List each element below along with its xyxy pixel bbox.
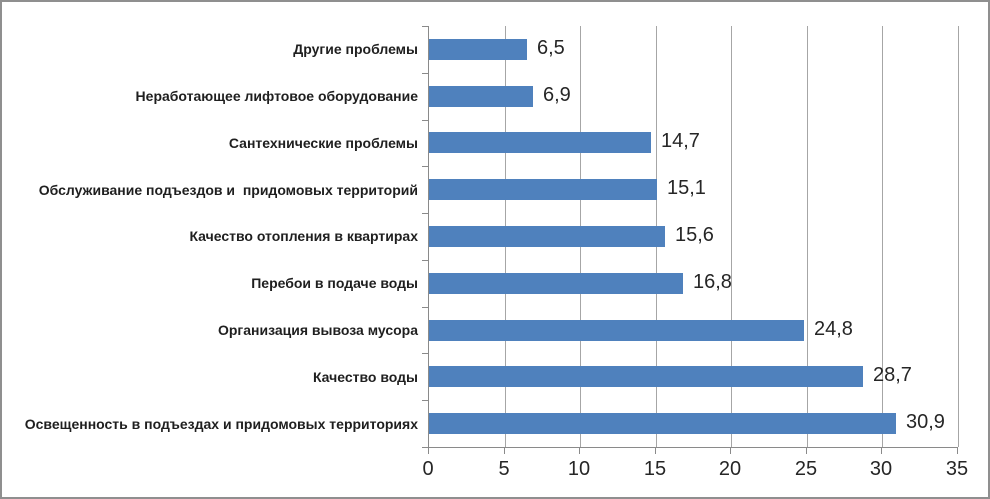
x-axis-tick-label: 10 <box>567 458 591 480</box>
category-label: Неработающее лифтовое оборудование <box>135 88 418 105</box>
gridline <box>882 26 883 447</box>
y-axis-tick <box>422 26 428 27</box>
gridline <box>807 26 808 447</box>
category-label: Качество отопления в квартирах <box>189 228 418 245</box>
bar-value-label: 14,7 <box>661 130 700 152</box>
x-axis-tick <box>881 448 882 454</box>
y-axis-tick <box>422 307 428 308</box>
plot-area: 6,5 6,9 14,7 15,1 15,6 16,8 24,8 28,7 30,9 <box>428 26 959 448</box>
x-axis-tick-label: 20 <box>718 458 742 480</box>
bar <box>429 366 863 387</box>
x-axis-tick-label: 35 <box>945 458 969 480</box>
x-axis-tick <box>504 448 505 454</box>
y-axis-tick <box>422 353 428 354</box>
bar-value-label: 16,8 <box>693 271 732 293</box>
y-axis-tick <box>422 213 428 214</box>
x-axis-tick <box>730 448 731 454</box>
category-label: Качество воды <box>312 368 418 385</box>
bar-value-label: 24,8 <box>814 318 853 340</box>
x-axis-tick-label: 15 <box>643 458 667 480</box>
bar-value-label: 6,5 <box>537 37 565 59</box>
bar-value-label: 28,7 <box>873 364 912 386</box>
category-label: Обслуживание подъездов и придомовых терр… <box>38 181 418 198</box>
x-axis-tick <box>428 448 429 454</box>
y-axis-tick <box>422 73 428 74</box>
bar <box>429 39 527 60</box>
y-axis-tick <box>422 447 428 448</box>
bar <box>429 273 683 294</box>
category-label: Организация вывоза мусора <box>217 322 418 339</box>
bar <box>429 86 533 107</box>
gridline <box>731 26 732 447</box>
bar <box>429 179 657 200</box>
y-axis-tick <box>422 120 428 121</box>
bar <box>429 320 804 341</box>
gridline <box>958 26 959 447</box>
x-axis-tick <box>806 448 807 454</box>
bar-value-label: 6,9 <box>543 84 571 106</box>
x-axis-tick <box>957 448 958 454</box>
bar-value-label: 15,6 <box>675 224 714 246</box>
bar-value-label: 15,1 <box>667 177 706 199</box>
bar-value-label: 30,9 <box>906 411 945 433</box>
x-axis-tick-label: 0 <box>422 458 434 480</box>
x-axis-tick <box>655 448 656 454</box>
x-axis-tick-label: 30 <box>869 458 893 480</box>
y-axis-tick <box>422 400 428 401</box>
bar <box>429 413 896 434</box>
x-axis-tick-label: 25 <box>794 458 818 480</box>
category-label: Перебои в подаче воды <box>251 275 418 292</box>
bar <box>429 132 651 153</box>
category-label: Сантехнические проблемы <box>228 134 418 151</box>
x-axis-tick-label: 5 <box>498 458 510 480</box>
category-label: Другие проблемы <box>293 41 418 58</box>
bar <box>429 226 665 247</box>
y-axis-tick <box>422 166 428 167</box>
category-label: Освещенность в подъездах и придомовых те… <box>24 415 418 432</box>
x-axis-tick <box>579 448 580 454</box>
y-axis-tick <box>422 260 428 261</box>
